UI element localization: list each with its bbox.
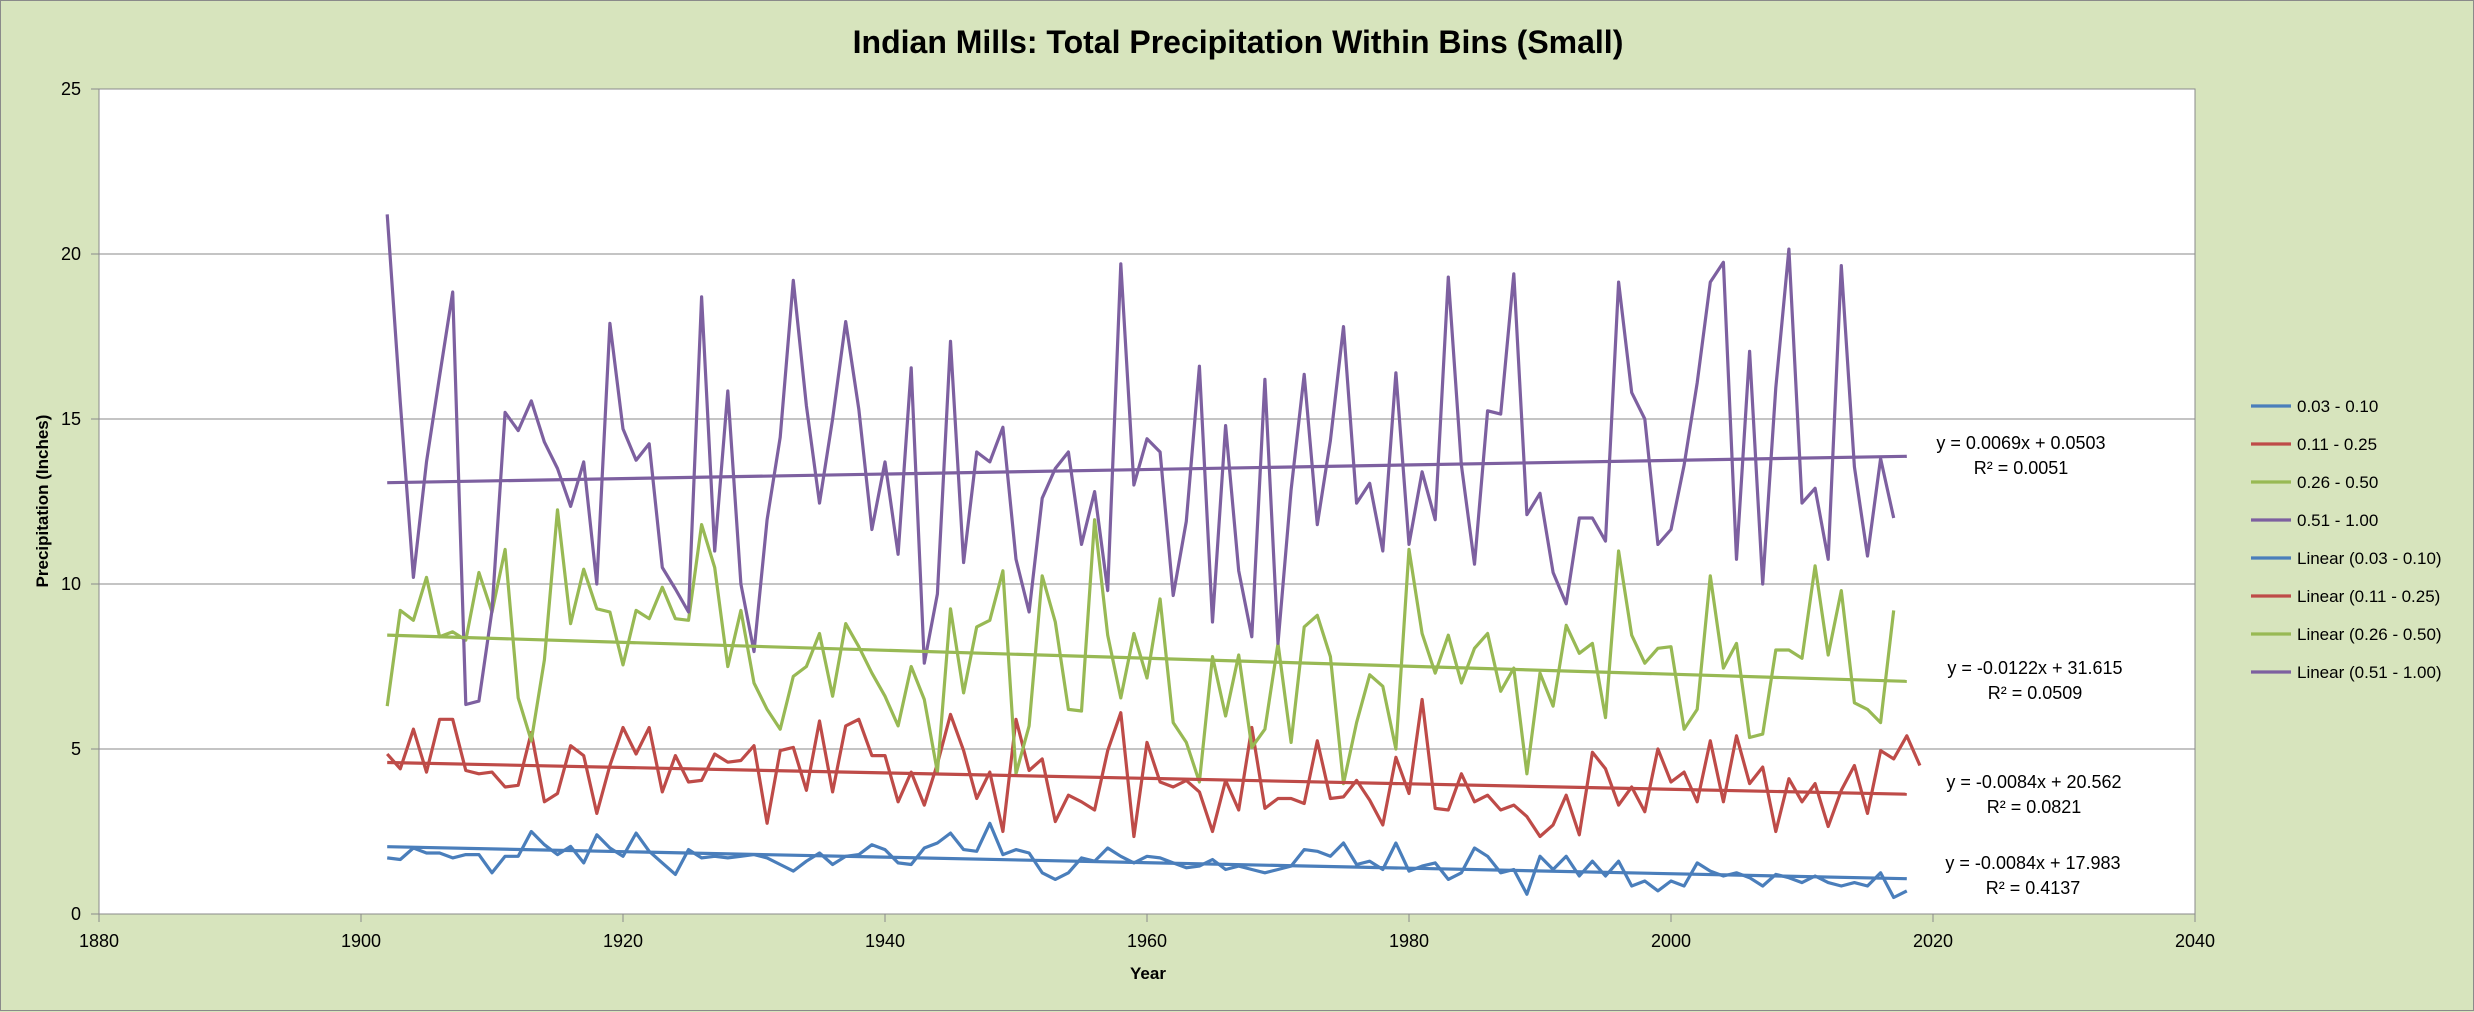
y-tick-label: 15 <box>61 409 81 429</box>
trend-equation: y = 0.0069x + 0.0503 <box>1936 433 2105 453</box>
legend-entry-label: 0.51 - 1.00 <box>2297 511 2378 530</box>
trend-r-squared: R² = 0.4137 <box>1986 878 2081 898</box>
x-tick-label: 1940 <box>865 931 905 951</box>
legend-entry-label: Linear (0.51 - 1.00) <box>2297 663 2442 682</box>
plot-area <box>98 88 2196 915</box>
trend-layer <box>387 454 1907 881</box>
x-tick-label: 2040 <box>2175 931 2215 951</box>
series-line-2 <box>386 697 1922 839</box>
x-tick-label: 1900 <box>341 931 381 951</box>
y-tick-label: 10 <box>61 574 81 594</box>
chart-title: Indian Mills: Total Precipitation Within… <box>853 24 1624 60</box>
legend-entry-label: Linear (0.11 - 0.25) <box>2297 587 2440 606</box>
trend-equation: y = -0.0084x + 20.562 <box>1946 772 2121 792</box>
y-tick-label: 25 <box>61 79 81 99</box>
x-tick-label: 2020 <box>1913 931 1953 951</box>
trendline-4 <box>387 454 1907 485</box>
axis-layer: 0 5 10 15 20 25 1880 1900 1920 1940 1960 1980 2000 20… <box>61 79 2215 951</box>
series-line-1 <box>387 821 1908 900</box>
x-axis-label: Year <box>1130 964 1166 983</box>
trend-equation: y = -0.0084x + 17.983 <box>1945 853 2120 873</box>
trend-r-squared: R² = 0.0821 <box>1987 797 2082 817</box>
legend-entry-label: 0.26 - 0.50 <box>2297 473 2378 492</box>
trendline-1 <box>387 845 1907 881</box>
series-layer <box>385 214 1922 900</box>
y-tick-label: 0 <box>71 904 81 924</box>
series-line-3 <box>385 508 1896 786</box>
y-axis-label: Precipitation (Inches) <box>33 415 52 588</box>
legend-entry-label: 0.11 - 0.25 <box>2297 435 2377 454</box>
grid-layer <box>99 88 2195 750</box>
trend-equation: y = -0.0122x + 31.615 <box>1947 658 2122 678</box>
equation-layer: y = -0.0084x + 17.983 R² = 0.4137 y = -0.0… <box>1936 433 2122 898</box>
trend-r-squared: R² = 0.0051 <box>1974 458 2069 478</box>
x-tick-label: 1960 <box>1127 931 1167 951</box>
y-tick-label: 5 <box>71 739 81 759</box>
y-tick-label: 20 <box>61 244 81 264</box>
series-line-4 <box>385 214 1896 707</box>
x-tick-label: 2000 <box>1651 931 1691 951</box>
legend-entry-label: Linear (0.26 - 0.50) <box>2297 625 2442 644</box>
legend-entry-label: 0.03 - 0.10 <box>2297 397 2378 416</box>
trendline-2 <box>387 760 1907 796</box>
trend-r-squared: R² = 0.0509 <box>1988 683 2083 703</box>
x-tick-label: 1880 <box>79 931 119 951</box>
x-tick-label: 1920 <box>603 931 643 951</box>
legend-entry-label: Linear (0.03 - 0.10) <box>2297 549 2442 568</box>
x-tick-label: 1980 <box>1389 931 1429 951</box>
trendline-3 <box>387 633 1907 683</box>
legend: 0.03 - 0.10 0.11 - 0.25 0.26 - 0.50 0.51 - … <box>2251 397 2442 682</box>
